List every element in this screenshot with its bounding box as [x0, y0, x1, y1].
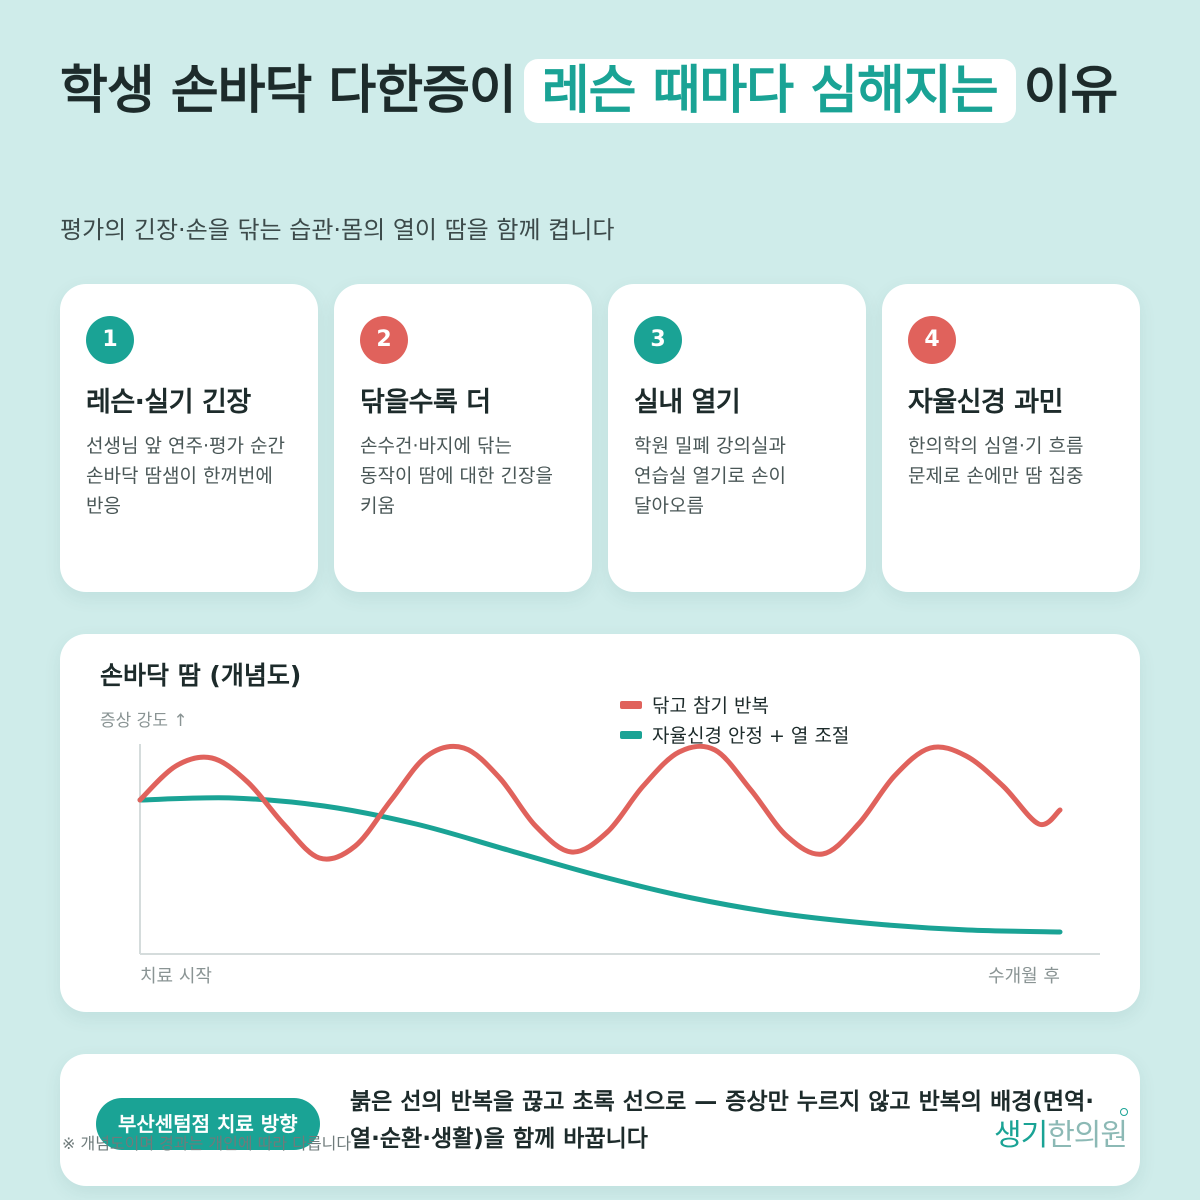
logo-dot-icon — [1120, 1108, 1128, 1116]
page-subtitle: 평가의 긴장·손을 닦는 습관·몸의 열이 땀을 함께 켭니다 — [60, 216, 615, 244]
card-number-badge: 1 — [86, 316, 134, 364]
card-number-badge: 2 — [360, 316, 408, 364]
x-start-label: 치료 시작 — [140, 966, 212, 987]
treatment-badge: 부산센텀점 치료 방향 — [96, 1098, 320, 1150]
chart-legend: 닦고 참기 반복 자율신경 안정 + 열 조절 — [620, 695, 849, 747]
card-title: 실내 열기 — [634, 387, 741, 418]
legend-label-teal: 자율신경 안정 + 열 조절 — [652, 725, 849, 747]
y-axis-label: 증상 강도 ↑ — [100, 711, 188, 731]
logo-light: 한의원 — [1047, 1118, 1128, 1153]
card-title: 닦을수록 더 — [360, 387, 491, 418]
legend-swatch-teal — [620, 731, 642, 739]
card-title: 자율신경 과민 — [908, 387, 1063, 418]
card-title: 레슨·실기 긴장 — [86, 387, 251, 418]
card-number-badge: 4 — [908, 316, 956, 364]
card-desc: 손수건·바지에 닦는 동작이 땀에 대한 긴장을 키움 — [360, 435, 553, 517]
logo-main: 생기 — [994, 1118, 1048, 1153]
cause-cards: 1 레슨·실기 긴장 선생님 앞 연주·평가 순간 손바닥 땀샘이 한꺼번에 반… — [60, 284, 1140, 592]
concept-chart: 손바닥 땀 (개념도) 증상 강도 ↑ 치료 시작 수개월 후 닦고 참기 반복… — [100, 661, 1100, 987]
treatment-panel: 부산센텀점 치료 방향 붉은 선의 반복을 끊고 초록 선으로 — 증상만 누르… — [60, 1054, 1140, 1186]
title-highlight: 레슨 때마다 심해지는 — [523, 59, 1016, 123]
legend-swatch-red — [620, 701, 642, 709]
cause-card: 2 닦을수록 더 손수건·바지에 닦는 동작이 땀에 대한 긴장을 키움 — [334, 284, 592, 592]
card-desc: 학원 밀폐 강의실과 연습실 열기로 손이 달아오름 — [634, 435, 786, 517]
title-part2: 이유 — [1023, 61, 1119, 121]
card-desc: 한의학의 심열·기 흐름 문제로 손에만 땀 집중 — [908, 435, 1084, 487]
treatment-text: 붉은 선의 반복을 끊고 초록 선으로 — 증상만 누르지 않고 반복의 배경(… — [350, 1089, 1094, 1152]
x-end-label: 수개월 후 — [988, 966, 1060, 987]
chart-panel: 손바닥 땀 (개념도) 증상 강도 ↑ 치료 시작 수개월 후 닦고 참기 반복… — [60, 634, 1140, 1012]
footnote: ※ 개념도이며 경과는 개인에 따라 다릅니다 — [62, 1134, 352, 1153]
cause-card: 4 자율신경 과민 한의학의 심열·기 흐름 문제로 손에만 땀 집중 — [882, 284, 1140, 592]
clinic-logo: 생기한의원 — [994, 1110, 1128, 1154]
series-layer — [137, 743, 1063, 935]
page-title: 학생 손바닥 다한증이 레슨 때마다 심해지는 이유 — [60, 52, 1140, 130]
series-line-teal — [137, 795, 1063, 935]
legend-label-red: 닦고 참기 반복 — [652, 695, 769, 717]
card-desc: 선생님 앞 연주·평가 순간 손바닥 땀샘이 한꺼번에 반응 — [86, 435, 285, 517]
card-number-badge: 3 — [634, 316, 682, 364]
title-part1: 학생 손바닥 다한증이 — [60, 61, 517, 121]
cause-card: 1 레슨·실기 긴장 선생님 앞 연주·평가 순간 손바닥 땀샘이 한꺼번에 반… — [60, 284, 318, 592]
chart-title: 손바닥 땀 (개념도) — [100, 661, 301, 690]
cause-card: 3 실내 열기 학원 밀폐 강의실과 연습실 열기로 손이 달아오름 — [608, 284, 866, 592]
series-line-red — [137, 743, 1063, 862]
